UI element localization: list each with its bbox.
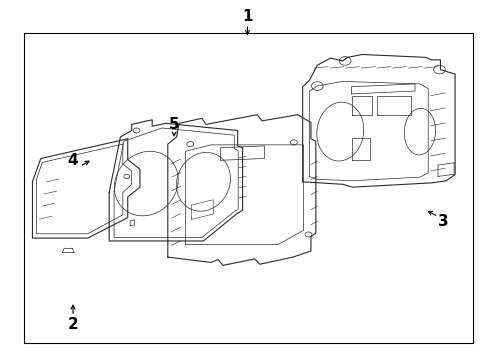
Text: 2: 2 xyxy=(68,317,78,332)
Bar xyxy=(24,33,473,343)
Text: 3: 3 xyxy=(438,214,448,229)
Text: 1: 1 xyxy=(242,9,253,24)
Text: 4: 4 xyxy=(68,153,78,168)
Text: 5: 5 xyxy=(169,117,179,132)
